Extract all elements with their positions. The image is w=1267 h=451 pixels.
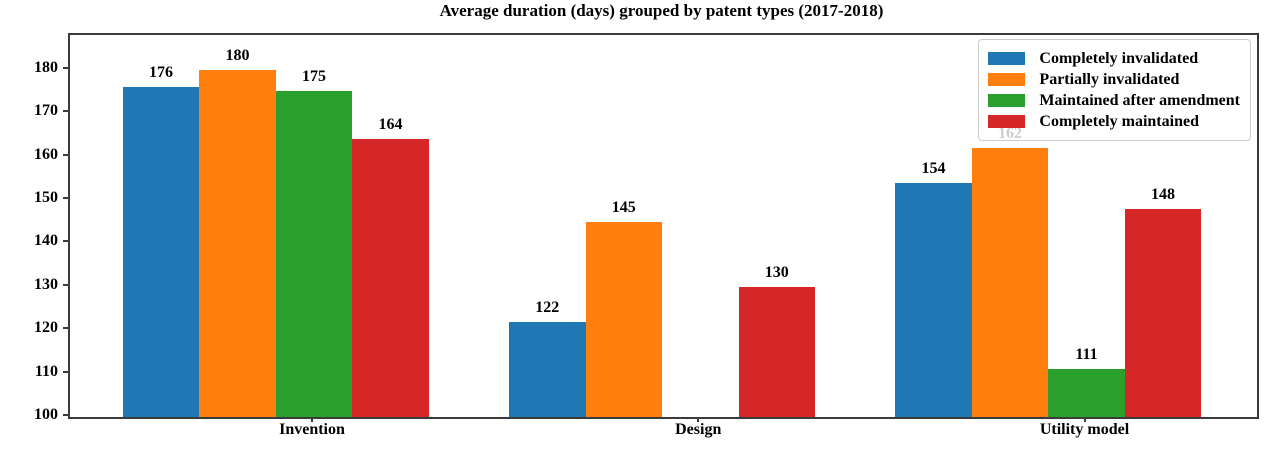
legend-label: Completely maintained <box>1039 113 1199 130</box>
bar-value-label: 111 <box>1075 346 1098 364</box>
legend-item: Partially invalidated <box>988 70 1240 89</box>
bar-value-label: 176 <box>149 64 173 82</box>
bar <box>199 69 276 417</box>
bar <box>585 221 662 417</box>
y-axis-tick-label: 130 <box>34 275 58 293</box>
x-axis-tick-mark <box>1083 417 1086 422</box>
y-axis-tick-mark <box>63 414 68 416</box>
y-axis-tick-mark <box>63 283 68 286</box>
y-axis-tick-label: 110 <box>34 362 58 380</box>
bar <box>1124 208 1202 417</box>
bar-value-label: 122 <box>535 298 560 316</box>
plot-area: 176122154180145162175111164130148 Comple… <box>68 33 1259 419</box>
x-axis-tick-label: Design <box>675 421 722 438</box>
bar-value-label: 164 <box>378 116 403 134</box>
y-axis-tick-label: 100 <box>34 406 58 423</box>
bar-value-label: 130 <box>764 263 789 281</box>
y-axis-tick-mark <box>63 196 68 199</box>
bar-value-label: 145 <box>611 198 636 216</box>
y-axis-tick-mark <box>63 370 68 373</box>
x-axis-tick-label: Utility model <box>1039 421 1130 438</box>
y-axis-tick-mark <box>63 153 68 156</box>
legend-swatch <box>988 94 1026 107</box>
chart-title: Average duration (days) grouped by paten… <box>439 1 884 20</box>
y-axis-tick-label: 150 <box>34 188 58 206</box>
bar <box>352 139 429 417</box>
y-axis-tick-label: 140 <box>34 232 58 250</box>
x-axis-tick-mark <box>311 417 313 422</box>
legend-label: Partially invalidated <box>1039 71 1180 88</box>
bar <box>738 286 815 417</box>
y-axis-tick-mark <box>63 110 68 113</box>
y-axis-tick-mark <box>63 327 68 330</box>
legend-swatch <box>988 115 1026 128</box>
legend-item: Maintained after amendment <box>988 91 1240 110</box>
legend-label: Maintained after amendment <box>1039 92 1240 109</box>
bar <box>122 87 200 417</box>
bar <box>275 91 353 417</box>
bar-value-label: 180 <box>225 46 250 64</box>
bar <box>1048 369 1125 417</box>
y-axis-tick-mark <box>63 66 68 69</box>
bar <box>971 147 1049 417</box>
legend-item: Completely invalidated <box>988 49 1240 68</box>
y-axis-tick-label: 170 <box>34 102 58 120</box>
bar-value-label: 175 <box>302 68 326 86</box>
x-axis-tick-label: Invention <box>279 421 345 438</box>
bar-value-label: 154 <box>921 159 946 177</box>
legend-swatch <box>988 52 1026 65</box>
bar <box>895 182 972 417</box>
bar <box>509 321 586 417</box>
y-axis-tick-label: 160 <box>34 145 58 163</box>
bar-value-label: 148 <box>1151 185 1175 203</box>
y-axis-tick-label: 180 <box>34 58 58 76</box>
y-axis-tick-mark <box>63 240 68 243</box>
legend: Completely invalidated Partially invalida… <box>978 39 1251 141</box>
x-axis-tick-mark <box>697 417 700 422</box>
y-axis-tick-label: 120 <box>34 319 58 337</box>
legend-label: Completely invalidated <box>1039 50 1199 67</box>
legend-item: Completely maintained <box>988 112 1240 131</box>
legend-swatch <box>988 73 1026 86</box>
